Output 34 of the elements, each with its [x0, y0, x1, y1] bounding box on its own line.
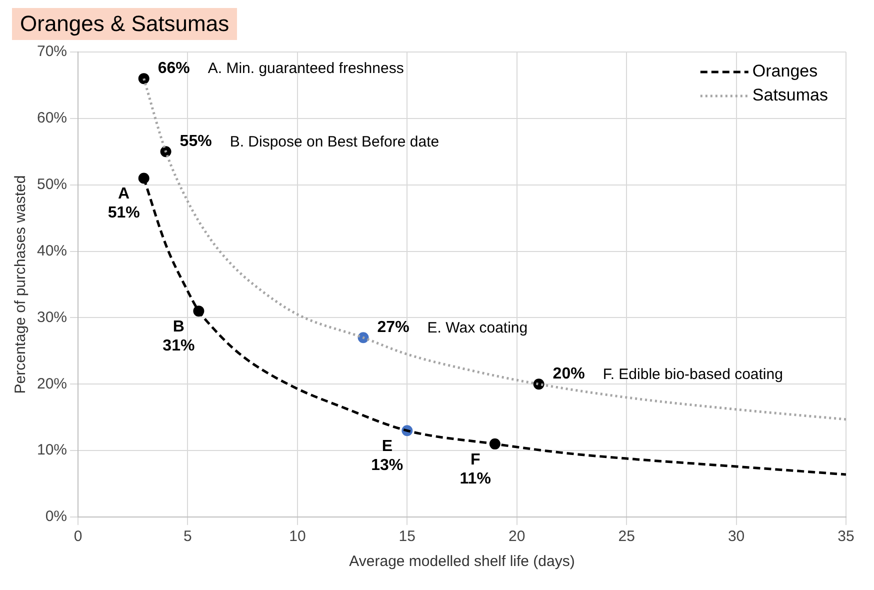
y-axis-title: Percentage of purchases wasted: [12, 175, 30, 394]
y-tick-label: 70%: [36, 43, 68, 60]
x-tick-label: 35: [838, 528, 854, 546]
annotation: F. Edible bio-based coating: [602, 366, 783, 383]
y-tick-label: 10%: [36, 442, 68, 459]
annotation: E 13%: [371, 438, 404, 474]
x-tick-label: 15: [398, 528, 416, 546]
x-tick-label: 5: [184, 528, 192, 546]
y-tick-label: 0%: [45, 508, 68, 526]
y-tick-label: 60%: [36, 110, 68, 127]
y-tick-label: 20%: [36, 375, 68, 392]
y-tick-label: 50%: [36, 176, 68, 193]
legend-label: Oranges: [752, 62, 818, 81]
annotation: A. Min. guaranteed freshness: [208, 60, 404, 78]
annotation: A 51%: [108, 186, 140, 222]
annotation: B. Dispose on Best Before date: [230, 133, 440, 150]
annotation: F 11%: [460, 451, 491, 488]
point: [138, 73, 150, 84]
annotation: B 31%: [162, 318, 195, 354]
x-tick-label: 30: [728, 528, 745, 546]
x-tick-label: 25: [618, 528, 635, 546]
x-axis-title: Average modelled shelf life (days): [349, 553, 575, 570]
y-tick-label: 30%: [36, 308, 68, 326]
x-tick-label: 0: [74, 528, 82, 546]
x-tick-label: 10: [289, 528, 306, 546]
x-tick-label: 20: [508, 528, 526, 546]
annotation: 20%: [552, 366, 585, 383]
annotation: 55%: [180, 133, 212, 150]
y-tick-label: 40%: [36, 242, 68, 260]
annotation: 66%: [158, 60, 190, 77]
legend-label: Satsumas: [752, 86, 828, 105]
annotation: E. Wax coating: [427, 319, 528, 336]
chart-title: Oranges & Satsumas: [12, 8, 238, 40]
annotation: 27%: [377, 319, 410, 336]
